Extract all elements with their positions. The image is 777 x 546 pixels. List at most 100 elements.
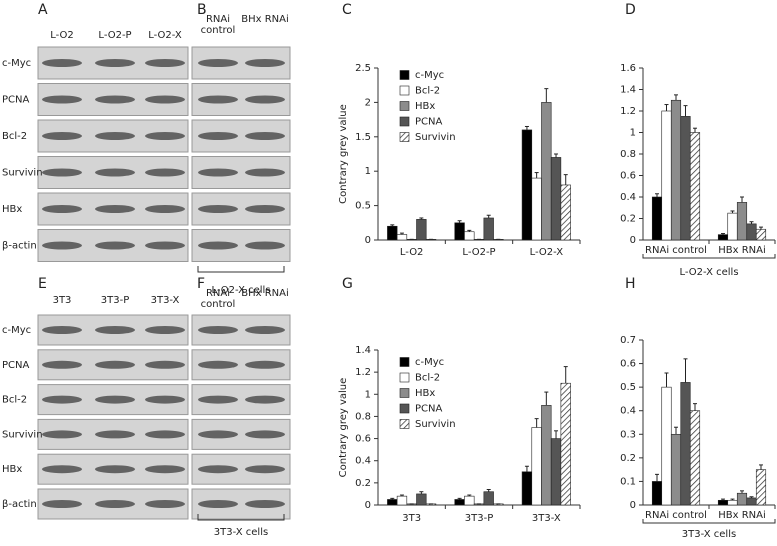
error-bar xyxy=(683,105,688,117)
legend-swatch xyxy=(399,419,410,429)
error-bar xyxy=(390,224,395,227)
x-tick-label: L-O2 xyxy=(400,247,424,258)
bar xyxy=(454,499,465,506)
legend-swatch xyxy=(399,372,410,383)
band xyxy=(145,500,185,508)
panel-letter: C xyxy=(342,2,352,18)
legend-label: PCNA xyxy=(415,117,442,128)
bracket xyxy=(197,514,285,521)
y-tick-label: 0.7 xyxy=(620,335,636,346)
band xyxy=(95,205,135,213)
bar xyxy=(416,493,427,506)
error-bar xyxy=(563,174,568,185)
error-bar xyxy=(399,494,404,497)
error-bar xyxy=(740,490,744,494)
lane-label-box: BHx RNAi xyxy=(241,288,289,299)
x-tick-label: L-O2-X xyxy=(530,247,564,258)
legend-swatch xyxy=(399,357,410,367)
legend-swatch xyxy=(399,101,410,111)
bar xyxy=(717,234,729,241)
bracket xyxy=(642,254,776,259)
bar xyxy=(483,491,494,506)
legend-label: PCNA xyxy=(415,404,442,415)
bracket-caption: 3T3-X cells xyxy=(214,527,268,538)
band xyxy=(145,132,185,140)
row-label: Bcl-2 xyxy=(2,131,27,142)
panel-letter: B xyxy=(197,2,207,18)
band xyxy=(42,395,82,404)
y-tick-label: 1 xyxy=(365,389,371,400)
bar xyxy=(736,202,748,241)
error-bar xyxy=(759,226,764,230)
bar xyxy=(689,132,701,241)
lane-label: 3T3-P xyxy=(101,295,129,306)
bar xyxy=(521,129,533,241)
y-tick-label: 1.6 xyxy=(620,63,636,74)
panel-letter: F xyxy=(197,276,205,292)
row-label: c-Myc xyxy=(2,325,31,336)
legend-label: HBx xyxy=(415,101,435,112)
lane-label: BHx RNAi xyxy=(241,288,289,299)
band xyxy=(42,95,82,104)
band xyxy=(42,500,82,508)
bar xyxy=(550,157,562,241)
y-tick-label: 0.8 xyxy=(355,411,371,422)
band xyxy=(42,241,82,250)
x-axis-label: L-O2-X cells xyxy=(679,267,738,278)
error-bar xyxy=(524,465,529,472)
bracket xyxy=(642,519,776,524)
band xyxy=(145,360,185,369)
y-tick-label: 0.5 xyxy=(620,382,636,393)
band xyxy=(95,430,135,439)
y-tick-label: 0.4 xyxy=(355,456,371,467)
bar xyxy=(464,495,475,506)
bar xyxy=(396,234,408,241)
error-bar xyxy=(534,418,539,428)
y-tick-label: 0.6 xyxy=(355,434,371,445)
error-bar xyxy=(419,217,424,220)
bar xyxy=(483,217,494,241)
y-tick-label: 0.6 xyxy=(620,359,636,370)
error-bar xyxy=(457,220,462,223)
bar xyxy=(521,471,533,506)
bar xyxy=(736,492,748,506)
row-label: c-Myc xyxy=(2,58,31,69)
row-label: Bcl-2 xyxy=(2,395,27,406)
band xyxy=(198,465,238,474)
bracket-caption: L-O2-X cells xyxy=(211,285,270,296)
error-bar xyxy=(693,403,698,411)
bar xyxy=(755,228,767,241)
lane-label-box: RNAi control xyxy=(201,288,236,310)
row-label: β-actin xyxy=(2,241,37,252)
band xyxy=(145,430,185,439)
error-bar xyxy=(419,491,424,494)
bar xyxy=(670,433,682,506)
bar xyxy=(550,438,562,506)
band xyxy=(145,205,185,213)
row-label: PCNA xyxy=(2,360,29,371)
band xyxy=(245,132,285,140)
band xyxy=(95,168,135,177)
bar xyxy=(416,219,427,241)
panel-letter: G xyxy=(342,276,353,292)
band xyxy=(198,430,238,439)
legend-label: Survivin xyxy=(415,132,456,143)
y-tick-label: 1.2 xyxy=(355,367,371,378)
y-tick-label: 0.6 xyxy=(620,171,636,182)
band xyxy=(198,395,238,404)
band xyxy=(198,241,238,250)
x-tick-label: 3T3 xyxy=(402,513,421,524)
lane-label: L-O2-X xyxy=(148,30,182,41)
bar xyxy=(661,386,672,506)
band xyxy=(95,395,135,404)
legend-label: c-Myc xyxy=(415,70,444,81)
error-bar xyxy=(654,473,659,482)
error-bar xyxy=(390,497,395,500)
y-tick-label: 0.2 xyxy=(620,214,636,225)
band xyxy=(95,500,135,508)
bar xyxy=(651,196,663,241)
band xyxy=(245,59,285,67)
legend-label: Bcl-2 xyxy=(415,373,440,384)
error-bar xyxy=(467,229,472,232)
band xyxy=(198,360,238,369)
